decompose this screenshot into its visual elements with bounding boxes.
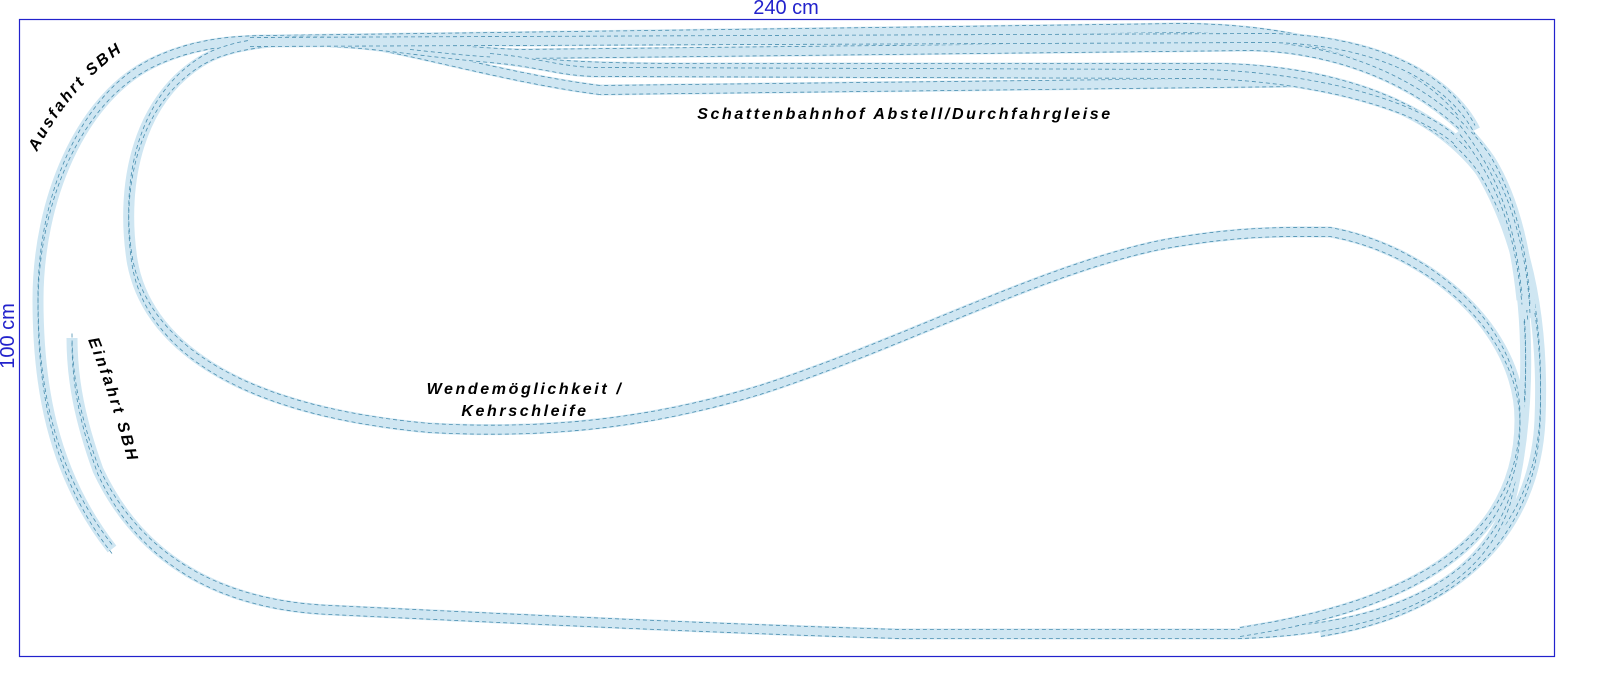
yard-track-2-edge-lower [409,49,1531,315]
inner-return-loop-edge-upper [128,35,1521,628]
inner-return-loop [123,35,1526,638]
track-layer [32,22,1547,640]
reverse-loop-label-line1: Wendemöglichkeit / [427,381,624,398]
reverse-loop-label-line2: Kehrschleife [461,403,588,420]
yard-track-4-edge-lower [489,62,1456,145]
outer-exit-track-edge-upper [37,23,1541,628]
connector-right-edge-lower [1459,134,1523,305]
inner-return-loop-edge-lower [128,44,1521,637]
yard-track-3-edge-lower [249,42,1476,135]
connector-right-edge-upper [1459,125,1523,296]
entry-track [66,76,1532,640]
outer-exit-track-edge-lower [37,32,1541,637]
width-dimension-label: 240 cm [753,0,819,19]
entry-track-edge-upper [71,77,1527,630]
entry-track-edge-lower [71,86,1527,639]
yard-track-3-edge-upper [249,33,1476,126]
baseboard-outline [18,18,1556,658]
yard-track-2 [409,39,1536,311]
shadow-yard-label: Schattenbahnhof Abstell/Durchfahrgleise [697,106,1113,123]
yard-track-4 [489,52,1459,145]
yard-track-2-edge-upper [409,40,1531,306]
height-dimension-label: 100 cm [0,303,19,369]
yard-track-3 [249,32,1480,133]
connector-right [1455,126,1528,301]
yard-track-4-edge-upper [489,53,1456,136]
